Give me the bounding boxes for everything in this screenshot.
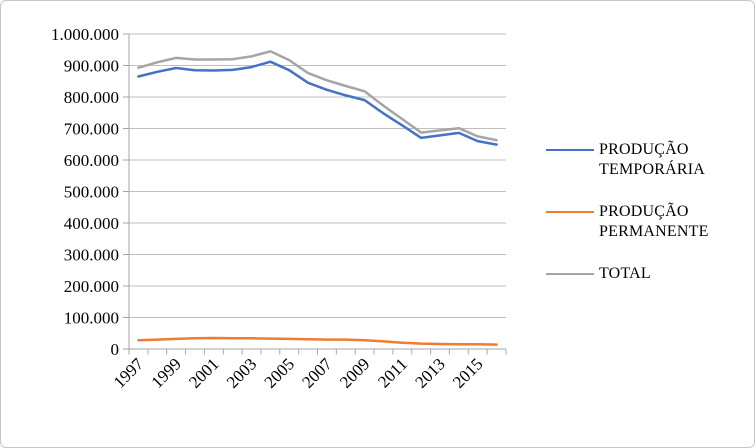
y-tick-label: 400.000 xyxy=(64,214,119,233)
legend-item-total: TOTAL xyxy=(546,264,751,284)
line-total xyxy=(137,50,498,142)
x-tick-label: 1997 xyxy=(110,354,148,392)
x-tick-label: 2013 xyxy=(411,354,448,391)
y-tick-label: 0 xyxy=(111,340,120,359)
x-tick-label: 2007 xyxy=(298,354,336,392)
legend-line-swatch-total xyxy=(546,272,594,275)
y-tick-label: 300.000 xyxy=(64,246,119,265)
legend-item-producao-permanente: PRODUÇÃO PERMANENTE xyxy=(546,202,751,243)
y-tick-label: 100.000 xyxy=(64,309,119,328)
legend-item-producao-temporaria: PRODUÇÃO TEMPORÁRIA xyxy=(546,140,751,181)
legend-label-permanente: PRODUÇÃO PERMANENTE xyxy=(599,202,709,241)
x-tick-label: 2003 xyxy=(223,354,260,391)
legend-label-total: TOTAL xyxy=(599,264,651,282)
y-tick-label: 600.000 xyxy=(64,151,119,170)
x-tick-label: 2009 xyxy=(336,354,373,391)
legend-line-swatch-permanente xyxy=(546,210,594,213)
y-tick-label: 1.000.000 xyxy=(51,25,119,44)
x-tick-label: 1999 xyxy=(147,354,184,391)
x-tick-label: 2001 xyxy=(185,354,222,391)
line-producao-temporaria xyxy=(137,60,498,146)
y-tick-label: 500.000 xyxy=(64,183,119,202)
y-tick-label: 700.000 xyxy=(64,120,119,139)
x-tick-label: 2011 xyxy=(374,354,411,391)
line-producao-permanente xyxy=(137,336,498,346)
legend-label-temporaria: PRODUÇÃO TEMPORÁRIA xyxy=(599,141,706,179)
x-tick-label: 2015 xyxy=(449,354,486,391)
legend-line-swatch-temporaria xyxy=(546,149,594,151)
y-tick-label: 200.000 xyxy=(64,277,119,296)
y-tick-label: 800.000 xyxy=(64,88,119,107)
chart-legend: PRODUÇÃO TEMPORÁRIA PRODUÇÃO PERMANENTE … xyxy=(546,140,751,284)
y-tick-label: 900.000 xyxy=(64,57,119,76)
x-tick-label: 2005 xyxy=(261,354,298,391)
